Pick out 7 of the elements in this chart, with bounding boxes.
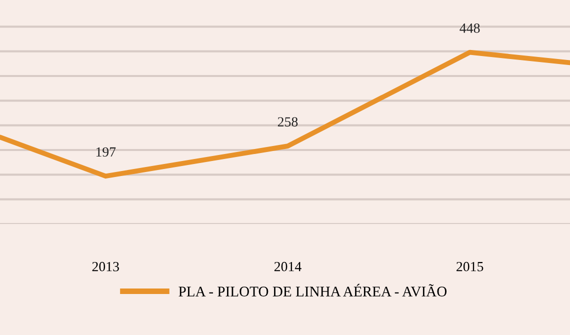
data-label: 197: [96, 147, 116, 157]
legend-label: PLA - PILOTO DE LINHA AÉREA - AVIÃO: [178, 284, 447, 297]
x-tick-label: 2013: [92, 262, 119, 272]
x-tick-label: 2014: [274, 262, 302, 272]
data-label: 448: [460, 23, 480, 33]
data-label: 258: [278, 117, 298, 127]
x-tick-label: 2015: [456, 262, 484, 272]
